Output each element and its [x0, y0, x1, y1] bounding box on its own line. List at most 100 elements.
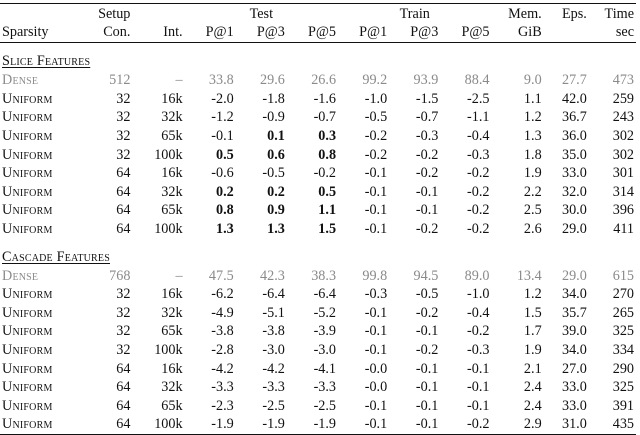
- cell-mem: 1.2: [523, 109, 542, 126]
- cell-eps: 39.0: [561, 323, 587, 340]
- cell-test-p3: -4.2: [262, 360, 285, 377]
- cell-train-p3: -0.1: [389, 415, 441, 435]
- cell-con: 64: [116, 165, 131, 182]
- header-eps: Eps.: [543, 3, 589, 23]
- cell-eps: 42.0: [561, 90, 587, 107]
- cell-sparsity: Uniform: [2, 304, 53, 321]
- cell-test-p1: 0.2: [215, 183, 234, 200]
- results-table: Setup Test Train Mem. Eps. Time Sparsity…: [0, 3, 636, 435]
- cell-mem: 2.9: [491, 415, 544, 435]
- cell-train-p1: -0.1: [364, 220, 388, 237]
- cell-train-p5: -2.5: [467, 90, 490, 107]
- cell-sparsity: Uniform: [2, 165, 53, 182]
- cell-test-p1: -4.2: [211, 360, 234, 377]
- cell-test-p5: 1.5: [318, 220, 337, 237]
- header-setup: Setup: [90, 3, 133, 23]
- cell-eps: 31.0: [543, 415, 589, 435]
- cell-test-p3: 29.6: [260, 72, 285, 89]
- table-row: Uniform 32 100k -2.8 -3.0 -3.0 -0.1 -0.2 -0.3 1.9…: [0, 341, 636, 360]
- cell-eps: 33.0: [561, 379, 587, 396]
- cell-mem: 1.8: [523, 146, 542, 163]
- cell-mem: 1.5: [523, 304, 542, 321]
- header-sparsity: Sparsity: [0, 23, 91, 43]
- cell-train-p3: -0.1: [415, 183, 439, 200]
- header-mem: Mem.: [491, 3, 544, 23]
- cell-test-p3: -2.5: [262, 397, 285, 414]
- cell-train-p5: -0.2: [467, 183, 490, 200]
- cell-test-p1: -6.2: [211, 286, 234, 303]
- cell-test-p3: -3.3: [262, 379, 285, 396]
- cell-con: 32: [116, 304, 131, 321]
- cell-int: 32k: [161, 304, 183, 321]
- cell-train-p1: -0.1: [364, 165, 388, 182]
- cell-train-p1: -0.2: [364, 127, 388, 144]
- cell-sparsity: Dense: [2, 267, 39, 284]
- cell-con: 64: [116, 220, 131, 237]
- cell-test-p5: -3.3: [313, 379, 337, 396]
- header-row-top: Setup Test Train Mem. Eps. Time: [0, 3, 636, 23]
- cell-test-p3: 1.3: [267, 220, 285, 237]
- cell-train-p5: -0.2: [467, 323, 490, 340]
- cell-train-p3: -0.2: [415, 341, 439, 358]
- cell-test-p3: -3.8: [262, 323, 285, 340]
- cell-time: 259: [612, 90, 634, 107]
- cell-train-p1: -0.5: [364, 109, 388, 126]
- table-row: Dense 768 – 47.5 42.3 38.3 99.8 94.5 89.0 13.4 29.…: [0, 266, 636, 285]
- cell-mem: 1.9: [523, 341, 542, 358]
- cell-time: 314: [612, 183, 634, 200]
- cell-test-p1: 33.8: [208, 72, 234, 89]
- cell-train-p3: -0.1: [415, 202, 439, 219]
- header-test-p1: P@1: [184, 23, 236, 43]
- cell-con: 768: [109, 267, 131, 284]
- cell-mem: 1.9: [523, 165, 542, 182]
- cell-test-p3: 0.2: [267, 183, 285, 200]
- cell-test-p3: -0.5: [262, 165, 285, 182]
- cell-test-p1: -2.3: [211, 397, 234, 414]
- cell-sparsity: Uniform: [2, 146, 53, 163]
- table-row: Uniform 64 100k 1.3 1.3 1.5 -0.1 -0.2 -0.2 2.6 29.…: [0, 220, 636, 239]
- cell-time: 243: [612, 109, 634, 126]
- cell-train-p3: -0.2: [415, 220, 439, 237]
- cell-train-p5: 88.4: [464, 72, 490, 89]
- header-test: Test: [235, 3, 287, 23]
- cell-train-p3: -0.1: [415, 323, 439, 340]
- cell-train-p5: -0.2: [467, 220, 490, 237]
- cell-train-p5: -0.2: [467, 202, 490, 219]
- table-row: Uniform 32 65k -0.1 0.1 0.3 -0.2 -0.3 -0.4 1.3 36.…: [0, 127, 636, 146]
- cell-sparsity: Dense: [2, 72, 39, 89]
- cell-mem: 1.3: [523, 127, 542, 144]
- header-time-unit: sec: [588, 23, 636, 43]
- cell-sparsity: Uniform: [2, 341, 53, 358]
- header-train-p5: P@5: [440, 23, 492, 43]
- cell-train-p3: -0.5: [415, 286, 439, 303]
- header-test-p5: P@5: [286, 23, 339, 43]
- cell-time: 301: [612, 165, 634, 182]
- cell-con: 64: [116, 183, 131, 200]
- cell-train-p5: -1.0: [467, 286, 490, 303]
- cell-sparsity: Uniform: [2, 397, 53, 414]
- table-row: Uniform 32 16k -2.0 -1.8 -1.6 -1.0 -1.5 -2.5 1.1 4…: [0, 90, 636, 109]
- cell-eps: 33.0: [561, 165, 587, 182]
- cell-test-p1: -2.0: [211, 90, 234, 107]
- cell-int: 32k: [161, 109, 183, 126]
- cell-time: 334: [612, 341, 634, 358]
- table-row: Uniform 32 100k 0.5 0.6 0.8 -0.2 -0.2 -0.3 1.8 35.…: [0, 145, 636, 164]
- cell-train-p1: -1.0: [364, 90, 388, 107]
- table-row: Uniform 32 32k -1.2 -0.9 -0.7 -0.5 -0.7 -1.1 1.2 3…: [0, 108, 636, 127]
- cell-int: 65k: [161, 127, 183, 144]
- cell-time: 270: [612, 286, 634, 303]
- cell-eps: 29.0: [561, 220, 587, 237]
- cell-int: 32k: [161, 379, 183, 396]
- cell-eps: 30.0: [561, 202, 587, 219]
- cell-test-p5: -1.6: [313, 90, 337, 107]
- cell-train-p1: -0.0: [364, 360, 388, 377]
- cell-mem: 13.4: [516, 267, 542, 284]
- cell-int: 65k: [161, 397, 183, 414]
- cell-train-p5: -0.1: [467, 397, 490, 414]
- cell-mem: 1.2: [523, 286, 542, 303]
- cell-con: 32: [116, 146, 131, 163]
- cell-sparsity: Uniform: [0, 415, 91, 435]
- header-con: Con.: [90, 23, 133, 43]
- header-row-bottom: Sparsity Con. Int. P@1 P@3 P@5 P@1 P@3 P…: [0, 23, 636, 43]
